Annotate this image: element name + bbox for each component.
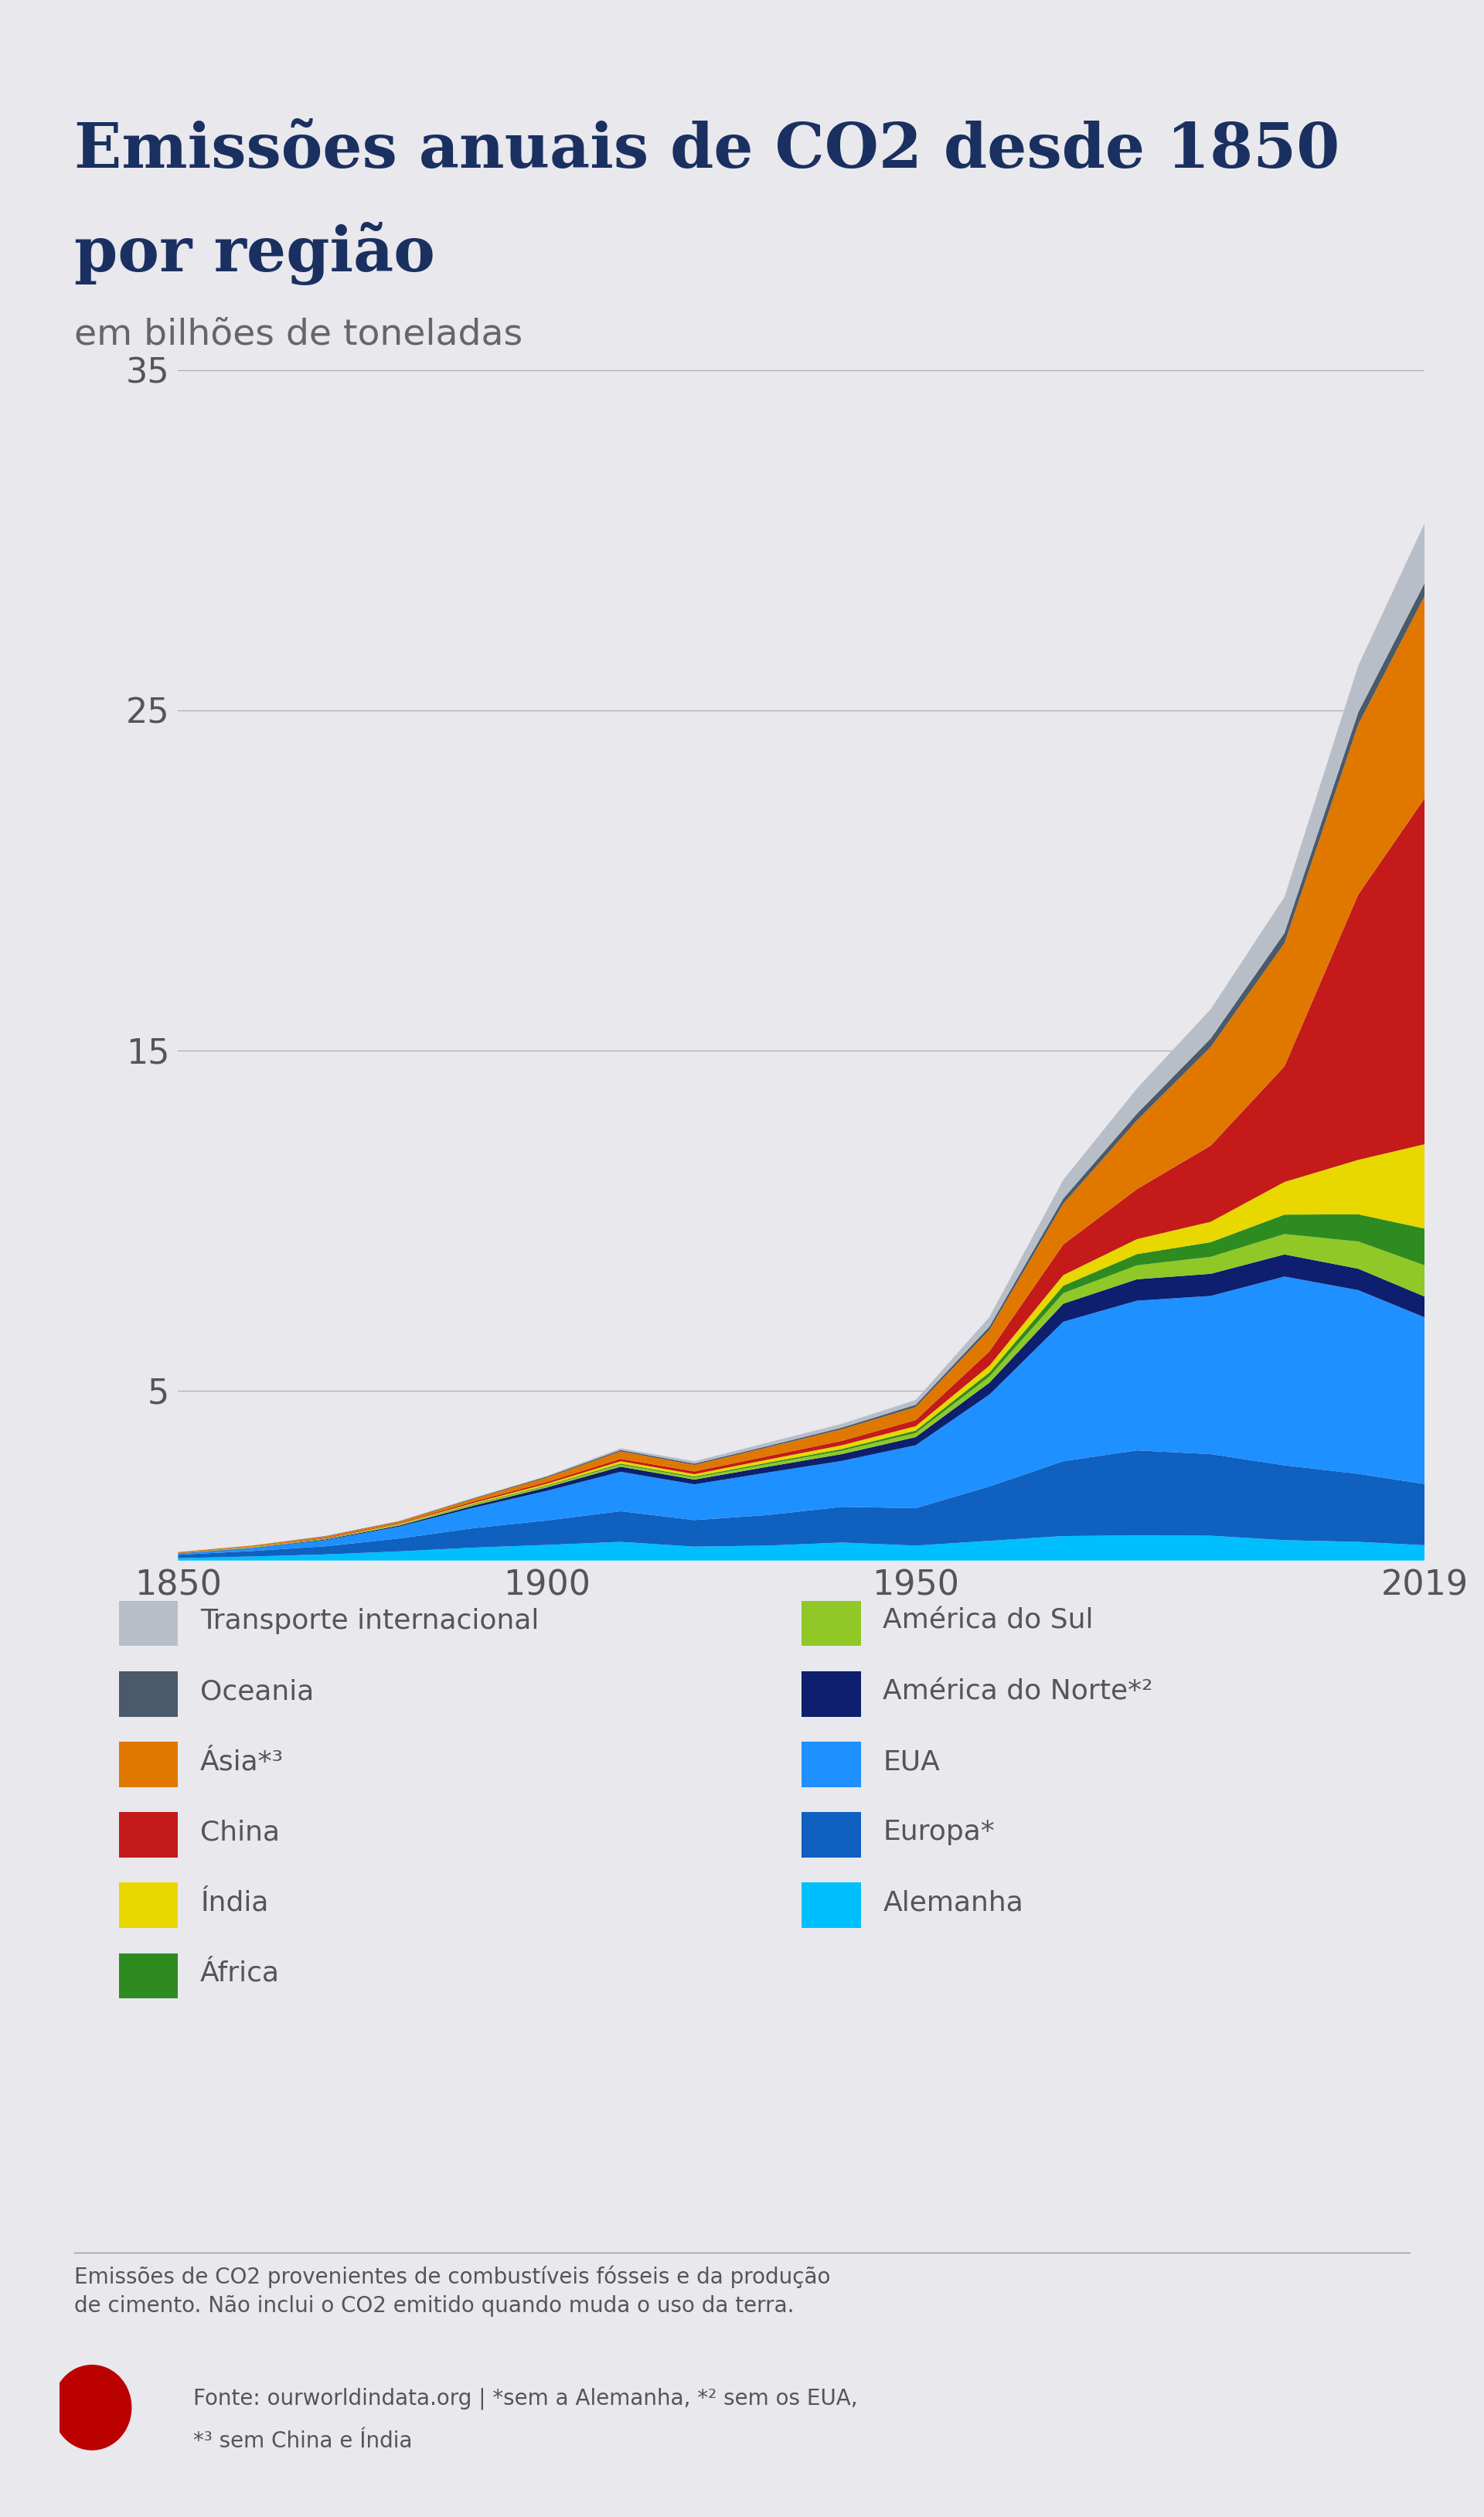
Text: América do Norte*²: América do Norte*² — [883, 1679, 1153, 1704]
Text: Transporte internacional: Transporte internacional — [200, 1608, 539, 1634]
Text: Europa*: Europa* — [883, 1820, 994, 1845]
Text: Emissões de CO2 provenientes de combustíveis fósseis e da produção: Emissões de CO2 provenientes de combustí… — [74, 2265, 831, 2288]
Text: por região: por região — [74, 221, 435, 284]
Circle shape — [53, 2366, 131, 2449]
Text: *³ sem China e Índia: *³ sem China e Índia — [193, 2431, 413, 2452]
Text: Ásia*³: Ásia*³ — [200, 1749, 283, 1774]
Text: China: China — [200, 1820, 280, 1845]
Text: de cimento. Não inclui o CO2 emitido quando muda o uso da terra.: de cimento. Não inclui o CO2 emitido qua… — [74, 2296, 794, 2318]
Text: América do Sul: América do Sul — [883, 1608, 1094, 1634]
Text: Oceania: Oceania — [200, 1679, 315, 1704]
Text: Índia: Índia — [200, 1890, 269, 1915]
Text: DW: DW — [76, 2399, 108, 2416]
Text: EUA: EUA — [883, 1749, 939, 1774]
Text: em bilhões de toneladas: em bilhões de toneladas — [74, 317, 522, 352]
Text: Alemanha: Alemanha — [883, 1890, 1024, 1915]
Text: África: África — [200, 1961, 280, 1986]
Text: Emissões anuais de CO2 desde 1850: Emissões anuais de CO2 desde 1850 — [74, 121, 1340, 181]
Text: Fonte: ourworldindata.org | *sem a Alemanha, *² sem os EUA,: Fonte: ourworldindata.org | *sem a Alema… — [193, 2389, 858, 2409]
